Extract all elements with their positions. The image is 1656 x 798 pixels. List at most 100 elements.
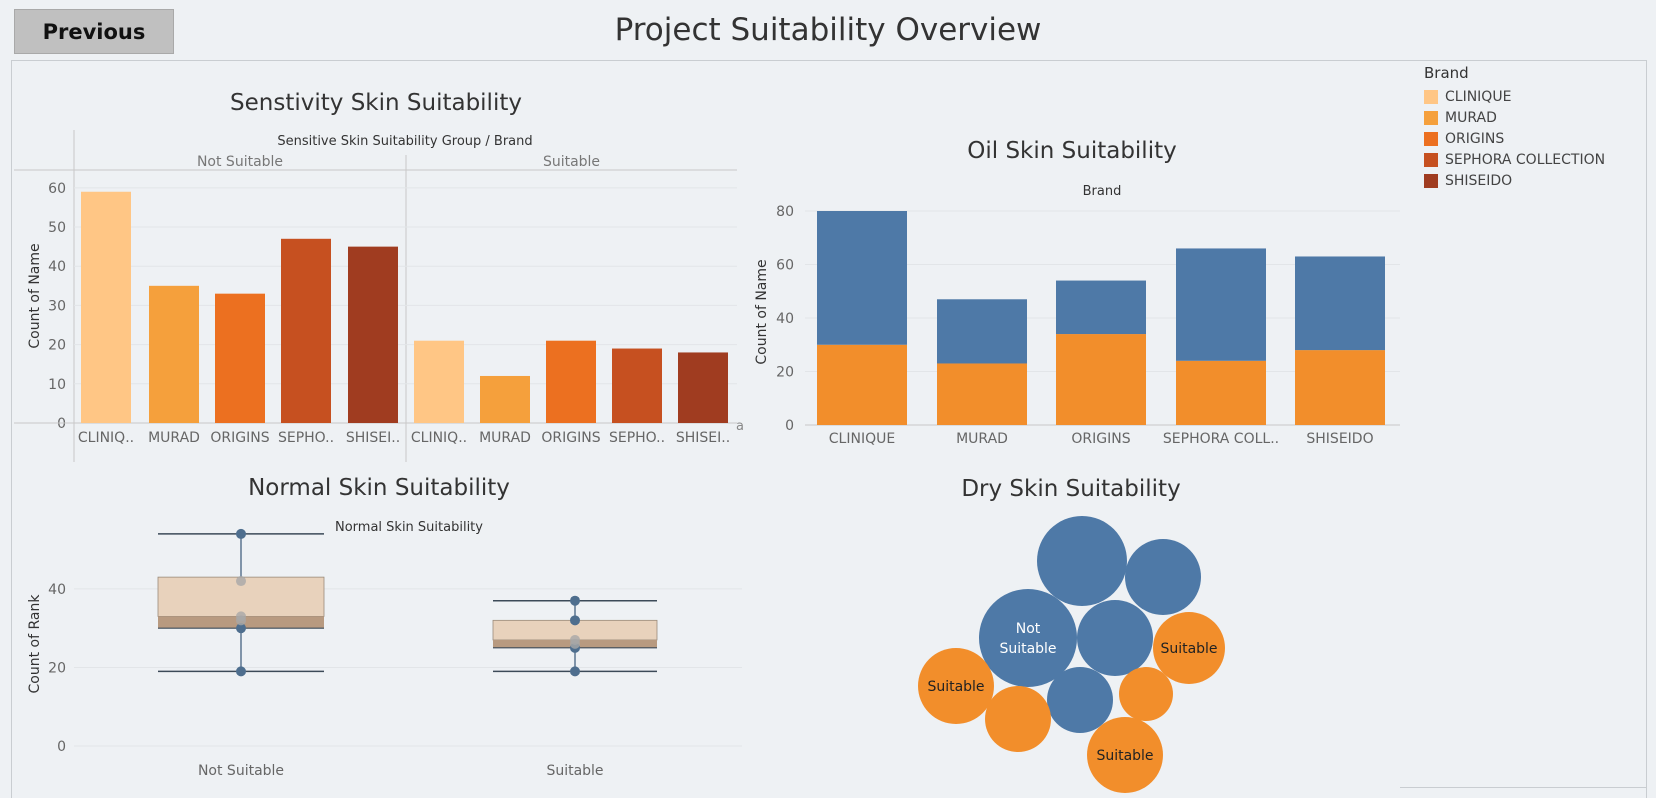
- legend-item-sephora-collection[interactable]: SEPHORA COLLECTION: [1424, 149, 1605, 170]
- legend-label: SHISEIDO: [1445, 172, 1513, 189]
- sensitivity-x-tick: ORIGINS: [210, 430, 269, 446]
- dry-bubble-2: [979, 589, 1077, 687]
- sensitivity-bar-suitable-0: [414, 340, 464, 423]
- sensitivity-y-tick: 20: [48, 338, 66, 354]
- legend-label: CLINIQUE: [1445, 88, 1512, 105]
- sensitivity-y-tick: 0: [57, 416, 66, 432]
- sensitivity-x-tick: SHISEI..: [346, 430, 400, 446]
- sensitivity-y-tick: 60: [48, 181, 66, 197]
- dry-bubble-9: [1087, 717, 1163, 793]
- sensitivity-bar-not-suitable-0: [81, 191, 131, 423]
- sensitivity-x-tick: CLINIQ..: [78, 430, 134, 446]
- normal-y-tick: 20: [48, 660, 66, 676]
- normal-data-point: [570, 615, 580, 626]
- legend-swatch: [1424, 110, 1438, 125]
- oil-bar-segment-0-0: [817, 344, 907, 425]
- frame-left-border: [11, 60, 12, 798]
- sensitivity-x-tick: SEPHO..: [278, 430, 334, 446]
- normal-y-label: Count of Rank: [27, 594, 43, 694]
- dry-bubble-6: [1153, 612, 1225, 684]
- normal-data-point: [236, 576, 246, 587]
- dashboard-title: Project Suitability Overview: [614, 12, 1042, 48]
- sensitivity-x-tick: MURAD: [148, 430, 200, 446]
- oil-y-tick: 60: [776, 258, 794, 274]
- legend-swatch: [1424, 89, 1438, 104]
- sensitivity-y-tick: 50: [48, 220, 66, 236]
- dry-bubble-label: Suitable: [1096, 748, 1153, 764]
- dry-bubble-3: [1077, 600, 1153, 676]
- oil-x-tick: SEPHORA COLL..: [1163, 431, 1279, 447]
- sensitivity-x-tick: MURAD: [479, 430, 531, 446]
- dry-bubble-4: [1047, 667, 1113, 733]
- normal-data-point: [236, 611, 246, 622]
- normal-x-tick: Suitable: [546, 763, 603, 779]
- oil-bar-segment-1-0: [817, 211, 907, 345]
- legend-item-shiseido[interactable]: SHISEIDO: [1424, 170, 1605, 191]
- legend-item-origins[interactable]: ORIGINS: [1424, 128, 1605, 149]
- sensitivity-bar-not-suitable-2: [215, 293, 265, 423]
- dry-bubble-7: [985, 686, 1051, 752]
- oil-bar-segment-1-2: [1056, 280, 1146, 335]
- sensitivity-y-tick: 10: [48, 377, 66, 393]
- legend-item-murad[interactable]: MURAD: [1424, 107, 1605, 128]
- oil-chart-title: Oil Skin Suitability: [967, 138, 1176, 164]
- dry-bubble-0: [1037, 516, 1127, 606]
- sensitivity-header: Sensitive Skin Suitability Group / Brand: [277, 134, 532, 149]
- dry-bubble-label: Suitable: [1160, 641, 1217, 657]
- legend-title: Brand: [1424, 64, 1469, 82]
- normal-data-point: [236, 623, 246, 634]
- normal-chart-title: Normal Skin Suitability: [248, 475, 510, 501]
- sensitivity-bar-not-suitable-4: [348, 246, 398, 423]
- sensitivity-corner-mark: a: [736, 419, 744, 434]
- sensitivity-bar-not-suitable-1: [149, 285, 199, 423]
- oil-y-label: Count of Name: [754, 259, 770, 364]
- oil-bar-segment-1-3: [1176, 248, 1266, 361]
- dry-bubble-label: Not: [1016, 621, 1041, 637]
- frame-right-border: [1646, 60, 1647, 798]
- sensitivity-chart-title: Senstivity Skin Suitability: [230, 90, 522, 116]
- oil-y-tick: 40: [776, 311, 794, 327]
- sensitivity-bar-suitable-3: [612, 348, 662, 423]
- dry-bubble-1: [1125, 539, 1201, 615]
- sensitivity-x-tick: ORIGINS: [541, 430, 600, 446]
- sensitivity-bar-not-suitable-3: [281, 238, 331, 423]
- legend-item-clinique[interactable]: CLINIQUE: [1424, 86, 1605, 107]
- brand-legend: Brand CLINIQUE MURAD ORIGINS SEPHORA COL…: [1424, 64, 1605, 191]
- oil-x-tick: ORIGINS: [1071, 431, 1130, 447]
- dry-bubble-label: Suitable: [927, 679, 984, 695]
- oil-bar-segment-0-3: [1176, 360, 1266, 425]
- sensitivity-y-tick: 30: [48, 298, 66, 314]
- normal-x-tick: Not Suitable: [198, 763, 284, 779]
- legend-swatch: [1424, 152, 1438, 167]
- normal-y-tick: 0: [57, 739, 66, 755]
- oil-x-tick: SHISEIDO: [1306, 431, 1373, 447]
- oil-y-tick: 80: [776, 204, 794, 220]
- dry-bubble-8: [1119, 667, 1173, 721]
- dry-bubble-label: Suitable: [999, 641, 1056, 657]
- frame-top-border: [11, 60, 1646, 61]
- previous-button[interactable]: Previous: [14, 9, 174, 54]
- oil-bar-segment-1-1: [937, 299, 1027, 364]
- oil-header: Brand: [1083, 184, 1122, 199]
- sensitivity-y-tick: 40: [48, 259, 66, 275]
- normal-data-point: [570, 595, 580, 606]
- frame-bottom-stub: [1400, 787, 1646, 788]
- sensitivity-group-not-suitable: Not Suitable: [197, 154, 283, 170]
- legend-label: MURAD: [1445, 109, 1497, 126]
- sensitivity-x-tick: SEPHO..: [609, 430, 665, 446]
- normal-data-point: [236, 666, 246, 677]
- legend-label: ORIGINS: [1445, 130, 1505, 147]
- normal-y-tick: 40: [48, 582, 66, 598]
- legend-swatch: [1424, 131, 1438, 146]
- dry-bubble-5: [918, 648, 994, 724]
- oil-bar-segment-0-4: [1295, 350, 1385, 425]
- sensitivity-bar-suitable-2: [546, 340, 596, 423]
- normal-header: Normal Skin Suitability: [335, 520, 483, 535]
- dry-chart-title: Dry Skin Suitability: [961, 476, 1180, 502]
- oil-bar-segment-1-4: [1295, 256, 1385, 351]
- sensitivity-x-tick: SHISEI..: [676, 430, 730, 446]
- legend-swatch: [1424, 173, 1438, 188]
- normal-data-point: [236, 528, 246, 539]
